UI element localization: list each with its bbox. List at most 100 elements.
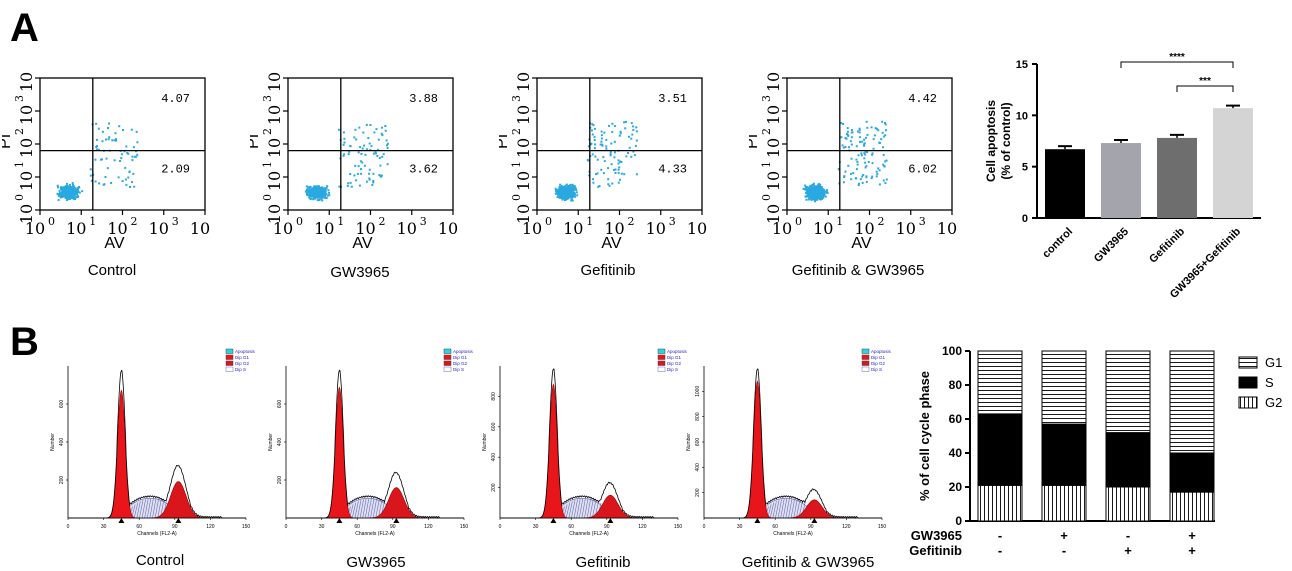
scatter-dot [617,171,620,174]
scatter-dot [631,133,634,136]
scatter-dot [98,182,101,185]
scatter-dot [310,197,313,200]
scatter-dot [62,191,65,194]
scatter-dot [855,168,858,171]
scatter-dot [858,136,861,139]
panel-letter-b: B [10,320,39,364]
scatter-dot [632,129,635,131]
legend-swatch [225,366,234,372]
scatter-dot [380,174,383,177]
bar-segment-g2 [1169,491,1215,522]
y-axis-label: Cell apoptosis (% of control) [984,100,1013,182]
scatter-dot [820,188,823,191]
scatter-dot [632,125,635,128]
scatter-dot [816,198,819,201]
hatch-line [351,502,357,519]
cc-label-gw3965: GW3965 [346,554,406,571]
legend-label: Apoptosis [667,349,688,354]
bar-segment-g1 [1105,350,1151,434]
scatter-dot [557,189,559,192]
y-tick-label: 60 [949,412,963,426]
scatter-dot [885,178,888,181]
x-axis-label: Channels (FL2-A) [773,531,813,537]
scatter-dot [873,134,876,137]
scatter-dot [816,185,819,188]
x-axis-label: AV [851,235,871,250]
scatter-dot [605,147,608,150]
scatter-dot [846,130,849,133]
scatter-dot [871,152,874,155]
scatter-dot [74,192,77,195]
hatch-line [790,498,795,519]
scatter-dot [127,176,130,179]
y-tick-label-base: 10 [265,204,284,224]
panel-letter-a: A [10,6,39,50]
scatter-dot [375,152,377,155]
hatch-line [144,498,149,519]
y-axis-label-line1: Cell apoptosis [984,100,998,182]
scatter-dot [880,138,883,141]
scatter-dot [865,165,868,168]
scatter-dot [354,128,357,131]
histogram-outline [68,369,246,519]
scatter-dot [95,138,98,141]
scatter-dot [556,196,559,199]
scatter-dot [824,190,827,193]
scatter-dot [854,177,857,180]
scatter-dot [368,168,371,171]
y-tick-label-base: 10 [17,204,36,224]
scatter-dot [107,138,110,141]
scatter-dot [316,193,319,196]
scatter-dot [822,188,825,191]
legend-swatch [443,366,452,372]
scatter-dot [556,191,559,194]
scatter-dot [811,198,814,201]
scatter-dot [343,153,346,156]
scatter-dot [820,187,823,190]
x-axis-label: Channels (FL2-A) [355,531,395,537]
x-tick-label: Gefitinib [1147,225,1187,265]
scatter-dot [846,127,849,130]
scatter-dot [840,122,843,125]
scatter-dot [567,193,570,196]
scatter-dot [573,195,576,198]
scatter-dot [320,197,323,200]
scatter-dot [843,175,846,178]
scatter-dot [847,164,850,167]
hatch-line [565,502,571,519]
scatter-dot [808,187,811,190]
scatter-dot [557,193,560,195]
scatter-dot [808,190,811,193]
scatter-dot [596,172,599,175]
legend-swatch [225,360,234,366]
scatter-dot [883,165,886,167]
x-tick-label-exp: 0 [48,215,55,228]
scatter-dot [805,194,808,197]
x-tick-label-base: 10 [107,219,127,238]
cc-label-control: Control [135,552,185,569]
row-label-gefitinib: Gefitinib [909,543,962,558]
scatter-dot [305,190,308,192]
scatter-dot [349,145,352,148]
scatter-dot [71,195,74,197]
scatter-dot [62,186,64,189]
flow-label-gefitinib: Gefitinib [580,262,636,279]
scatter-dot [131,155,134,158]
x-tick-label-base: 10 [66,219,86,238]
scatter-dot [57,193,60,196]
scatter-dot [614,168,617,171]
x-axis-label: AV [352,235,372,250]
scatter-dot [560,184,563,187]
y-tick-label-exp: 3 [261,95,274,102]
scatter-dot [808,194,811,197]
scatter-dot [365,180,368,183]
scatter-dot [69,188,72,191]
g1-peak [103,389,140,519]
scatter-dot [882,163,885,166]
x-tick-label: 150 [878,524,887,530]
scatter-dot [71,186,74,189]
scatter-dot [360,168,362,171]
y-tick-label: 100 [510,194,533,224]
scatter-dot [864,150,867,153]
scatter-dot [856,163,859,166]
